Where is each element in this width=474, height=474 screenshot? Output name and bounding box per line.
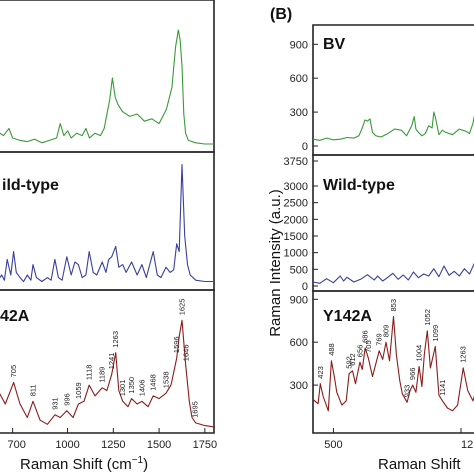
- panel-a-x-axis-title-close: ): [143, 456, 148, 473]
- panel-a-peak-label: 1301: [118, 380, 127, 397]
- panel-a-series: [0, 29, 215, 428]
- panel-b-peak-label: 592: [345, 356, 354, 369]
- panel-b-y-tick-label: 600: [290, 73, 308, 85]
- panel-a-x-axis-title-sup: −1: [132, 455, 144, 466]
- panel-a-x-ticks: 700 1000 1250 1500 1750: [7, 428, 217, 451]
- panel-b-y-tick-label: 600: [290, 337, 308, 349]
- panel-a-x-axis-title: Raman Shift (cm−1): [20, 455, 148, 473]
- panel-b-peak-label: 686: [361, 330, 370, 343]
- panel-b-letter: (B): [270, 6, 292, 23]
- panel-b-peak-label: 853: [389, 299, 398, 312]
- panel-b-y-tick-label: 900: [290, 39, 308, 51]
- panel-b-sample-label-mid: Wild-type: [323, 177, 395, 194]
- panel-b-peak-label: 423: [316, 366, 325, 379]
- panel-b-peak-label: 769: [375, 333, 384, 346]
- panel-b-peak-label: 705: [364, 340, 373, 353]
- panel-a-x-tick-label: 1500: [147, 439, 171, 451]
- panel-b-peak-label: 488: [327, 343, 336, 356]
- panel-a-frames: [0, 0, 215, 434]
- panel-b-y-ticks: 9006003000375030002500200015001000500090…: [284, 39, 318, 392]
- panel-b-x-tick-label: 12: [461, 439, 473, 451]
- panel-b-frames: [312, 24, 474, 434]
- panel-b-peak-label: 1263: [459, 346, 468, 363]
- panel-b-sample-label-top: BV: [323, 36, 346, 53]
- panel-a-peak-label: 1538: [162, 372, 171, 389]
- panel-b-y-tick-label: 2000: [284, 214, 308, 226]
- panel-a-peak-label: 1695: [190, 401, 199, 418]
- panel-b-sample-label-bot: Y142A: [323, 308, 372, 325]
- panel-a-x-tick-label: 700: [7, 439, 25, 451]
- panel-a-peak-label: 1189: [98, 367, 107, 383]
- panel-a-frame-bot: [0, 289, 215, 434]
- panel-b-y-axis-title: Raman Intensity (a.u.): [267, 189, 284, 337]
- panel-a-peak-label: 1406: [137, 380, 146, 397]
- panel-b-peak-label: 809: [382, 325, 391, 338]
- panel-a-x-tick-label: 1750: [193, 439, 217, 451]
- panel-b-frame-bot: [312, 290, 474, 434]
- panel-a-peak-label: 1596: [172, 336, 181, 353]
- panel-b-y-tick-label: 1000: [284, 248, 308, 260]
- panel-b-peak-label: 1004: [415, 345, 424, 362]
- panel-a-series-3-line: [0, 319, 215, 428]
- panel-b-series: [312, 111, 474, 412]
- panel-b-y-tick-label: 1500: [284, 231, 308, 243]
- panel-b-y-tick-label: 300: [290, 380, 308, 392]
- panel-b-series-1-line: [312, 111, 474, 141]
- panel-b-y-tick-label: 900: [290, 294, 308, 306]
- panel-b-y-tick-label: 0: [302, 141, 308, 153]
- panel-b-peak-label: 656: [355, 345, 364, 358]
- panel-b-peak-label: 933: [403, 385, 412, 398]
- panel-b-frame-mid: [312, 154, 474, 292]
- panel-a-peak-label: 931: [50, 397, 59, 410]
- panel-a-peak-label: 811: [29, 384, 38, 396]
- panel-b-peak-label: 966: [408, 368, 417, 381]
- panel-b-peak-label: 1099: [431, 325, 440, 342]
- panel-b-y-tick-label: 2500: [284, 198, 308, 210]
- panel-a-series-1-line: [0, 29, 214, 145]
- panel-a-sample-label-mid: ild-type: [2, 177, 59, 194]
- panel-a-peak-label: 1241: [107, 353, 116, 370]
- panel-b-y-tick-label: 500: [290, 264, 308, 276]
- panel-a-peak-label: 1625: [178, 299, 187, 316]
- panel-a-peak-label: 1468: [149, 374, 158, 391]
- panel-a-sample-label-bot: 42A: [0, 308, 30, 325]
- panel-b-peak-label: 1052: [423, 309, 432, 326]
- panel-a-x-tick-label: 1250: [101, 439, 125, 451]
- panel-b-series-3-line: [312, 315, 474, 412]
- panel-a-peak-label: 705: [9, 365, 18, 378]
- panel-b-y-tick-label: 3000: [284, 181, 308, 193]
- panel-b-x-tick-label: 500: [324, 439, 342, 451]
- panel-a-peak-label: 1118: [85, 365, 94, 381]
- panel-a-peak-label: 1263: [111, 331, 120, 348]
- panel-b-y-tick-label: 300: [290, 107, 308, 119]
- panel-b-y-tick-label: 0: [302, 281, 308, 293]
- panel-b: (B) Raman Intensity (a.u.) BV Wild-type …: [267, 6, 474, 473]
- panel-b-y-tick-label: 3750: [284, 156, 308, 168]
- panel-a-peak-label: 1059: [74, 382, 83, 399]
- panel-b-series-2-line: [312, 262, 474, 284]
- panel-b-peak-label: 1141: [438, 380, 447, 396]
- panel-a-series-2-line: [0, 163, 214, 283]
- panel-b-x-axis-title: Raman Shift: [378, 456, 461, 473]
- panel-a-x-tick-label: 1000: [55, 439, 79, 451]
- panel-a-peak-label: 996: [62, 393, 71, 406]
- panel-a-x-axis-title-text: Raman Shift (cm: [20, 456, 132, 473]
- panel-b-x-ticks: 500 12: [324, 428, 473, 451]
- panel-b-peak-label: 612: [348, 353, 357, 366]
- panel-a-peak-label: 1350: [127, 377, 136, 394]
- panel-a-peak-label: 1646: [181, 345, 190, 362]
